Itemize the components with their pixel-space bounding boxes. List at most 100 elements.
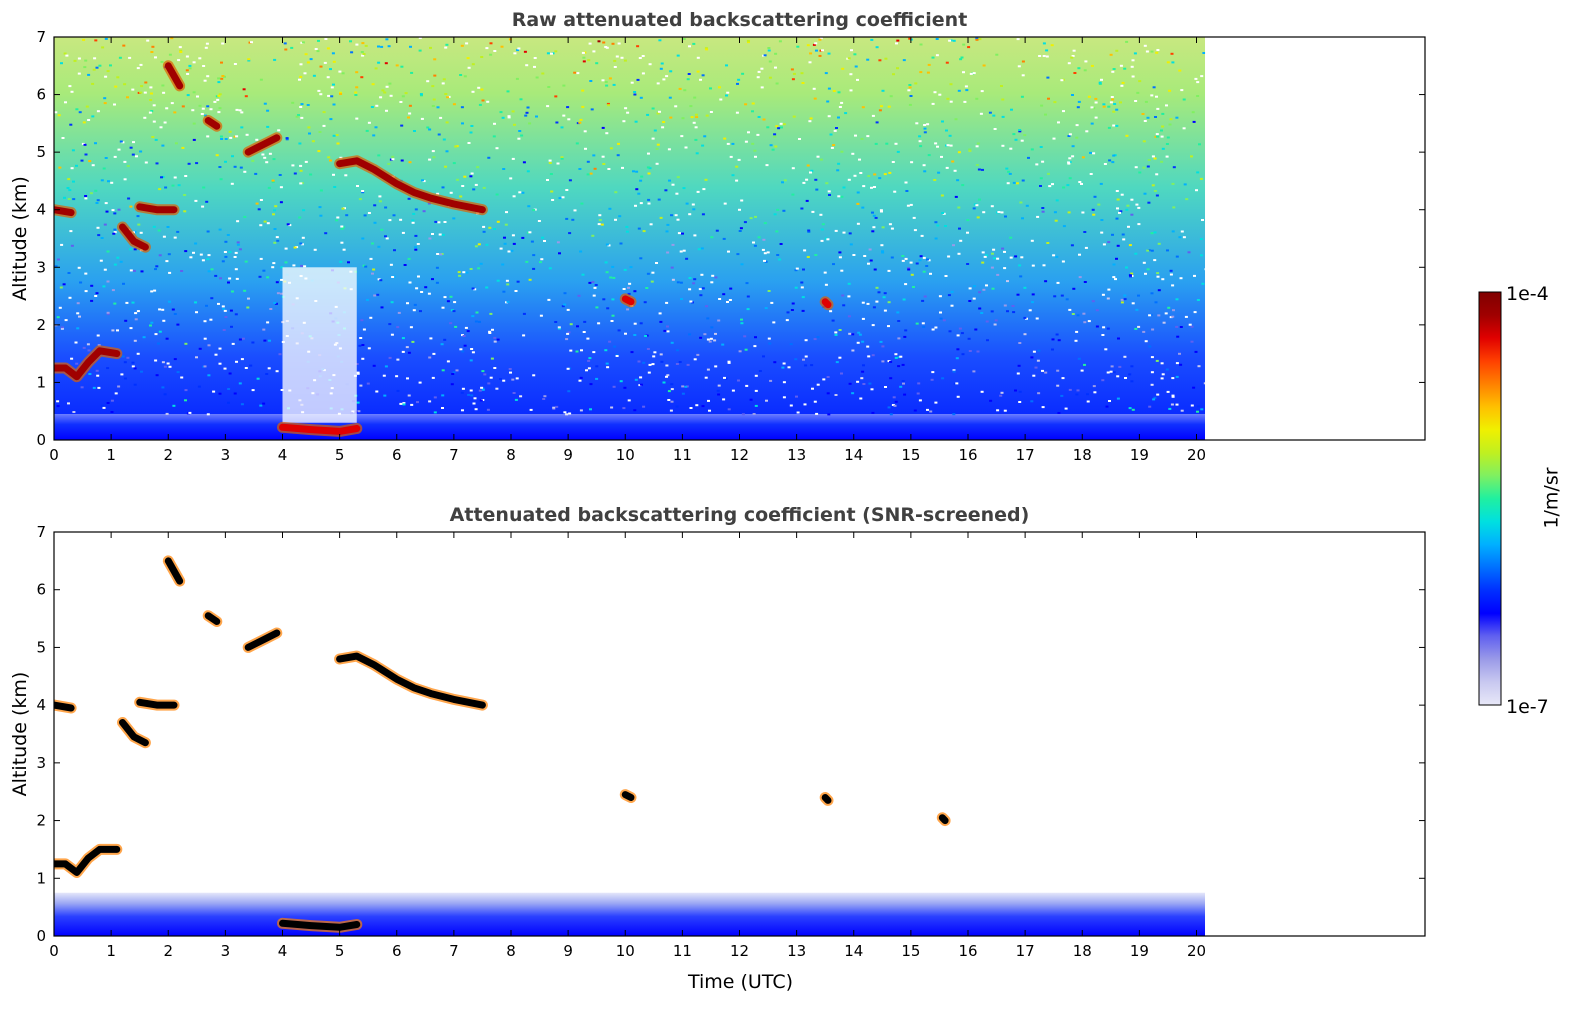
noise-pixel xyxy=(990,310,994,313)
noise-pixel xyxy=(1197,405,1200,408)
noise-pixel xyxy=(75,108,79,111)
noise-pixel xyxy=(721,343,725,346)
noise-pixel xyxy=(587,367,591,370)
noise-pixel xyxy=(899,385,903,388)
noise-pixel xyxy=(552,406,556,409)
noise-pixel xyxy=(1157,242,1161,245)
noise-pixel xyxy=(639,96,643,99)
noise-pixel xyxy=(100,404,104,407)
noise-pixel xyxy=(1006,310,1009,313)
noise-pixel xyxy=(319,189,323,192)
noise-pixel xyxy=(306,104,310,106)
noise-pixel xyxy=(894,400,898,403)
noise-pixel xyxy=(488,330,492,333)
cloud-small-feature-13.5h xyxy=(821,794,832,804)
noise-pixel xyxy=(379,96,383,99)
noise-pixel xyxy=(773,213,777,216)
noise-pixel xyxy=(961,353,965,356)
noise-pixel xyxy=(944,225,947,227)
noise-pixel xyxy=(1116,397,1120,400)
noise-pixel xyxy=(796,411,800,414)
noise-pixel xyxy=(1201,219,1204,221)
noise-pixel xyxy=(567,390,571,393)
noise-pixel xyxy=(694,126,698,129)
noise-pixel xyxy=(579,409,583,412)
noise-pixel xyxy=(195,162,199,165)
noise-pixel xyxy=(592,351,596,354)
noise-pixel xyxy=(653,129,657,132)
noise-pixel xyxy=(524,114,528,117)
noise-pixel xyxy=(203,320,207,323)
noise-pixel xyxy=(780,126,783,129)
noise-pixel xyxy=(1169,118,1173,121)
noise-pixel xyxy=(890,227,894,230)
noise-pixel xyxy=(1156,49,1160,51)
noise-pixel xyxy=(861,370,865,373)
noise-pixel xyxy=(339,156,343,159)
noise-pixel xyxy=(939,317,943,320)
x-tick-label: 4 xyxy=(278,446,288,464)
noise-pixel xyxy=(94,295,98,297)
x-tick-label: 17 xyxy=(1016,942,1035,960)
noise-pixel xyxy=(565,189,569,191)
noise-pixel xyxy=(749,217,753,220)
noise-pixel xyxy=(1105,405,1109,408)
noise-pixel xyxy=(897,320,901,322)
noise-pixel xyxy=(952,412,956,414)
noise-pixel xyxy=(323,61,327,64)
noise-pixel xyxy=(309,173,313,176)
noise-pixel xyxy=(389,263,393,266)
noise-pixel xyxy=(521,236,525,239)
noise-pixel xyxy=(98,64,102,67)
noise-pixel xyxy=(694,113,698,116)
noise-pixel xyxy=(1160,377,1164,380)
noise-pixel xyxy=(360,319,364,322)
noise-pixel xyxy=(565,413,569,416)
noise-pixel xyxy=(601,79,605,82)
noise-pixel xyxy=(992,248,996,251)
noise-pixel xyxy=(1078,181,1082,183)
noise-pixel xyxy=(701,213,705,216)
noise-pixel xyxy=(466,57,470,60)
noise-pixel xyxy=(300,264,304,267)
noise-pixel xyxy=(904,181,908,184)
noise-pixel xyxy=(805,178,809,181)
noise-pixel xyxy=(563,292,567,295)
noise-pixel xyxy=(975,145,979,148)
noise-pixel xyxy=(106,250,110,253)
noise-pixel xyxy=(434,220,438,223)
noise-pixel xyxy=(103,102,107,105)
noise-pixel xyxy=(481,99,485,102)
noise-pixel xyxy=(505,279,509,282)
noise-pixel xyxy=(848,332,852,335)
noise-pixel xyxy=(469,389,473,392)
noise-pixel xyxy=(981,168,984,171)
noise-pixel xyxy=(819,37,823,40)
noise-pixel xyxy=(1023,316,1027,319)
noise-pixel xyxy=(592,154,596,157)
noise-pixel xyxy=(373,221,377,224)
noise-pixel xyxy=(483,373,487,376)
noise-pixel xyxy=(1020,95,1024,98)
noise-pixel xyxy=(918,140,922,143)
noise-pixel xyxy=(189,256,193,259)
noise-pixel xyxy=(1004,215,1007,218)
noise-pixel xyxy=(587,59,591,62)
noise-pixel xyxy=(880,105,883,108)
noise-pixel xyxy=(1112,263,1116,266)
noise-pixel xyxy=(610,320,614,322)
noise-pixel xyxy=(251,159,255,162)
noise-pixel xyxy=(1000,211,1004,214)
noise-pixel xyxy=(431,105,435,107)
noise-pixel xyxy=(760,86,764,89)
noise-pixel xyxy=(95,292,99,295)
noise-pixel xyxy=(469,268,473,270)
noise-pixel xyxy=(1016,38,1020,41)
noise-pixel xyxy=(377,245,381,248)
noise-pixel xyxy=(861,206,865,209)
noise-pixel xyxy=(339,260,343,263)
noise-pixel xyxy=(278,353,282,356)
noise-pixel xyxy=(407,116,410,119)
noise-pixel xyxy=(973,203,977,206)
noise-pixel xyxy=(139,231,143,234)
